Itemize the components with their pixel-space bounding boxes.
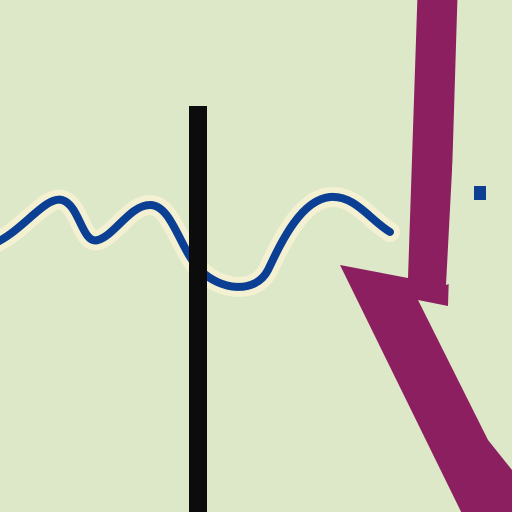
small-dot xyxy=(474,186,486,200)
vertical-marker-line xyxy=(189,106,207,512)
sine-wave-icon xyxy=(0,187,400,297)
down-arrow-icon xyxy=(340,0,512,512)
wave-line xyxy=(0,192,394,291)
arrow-interior xyxy=(418,0,512,470)
